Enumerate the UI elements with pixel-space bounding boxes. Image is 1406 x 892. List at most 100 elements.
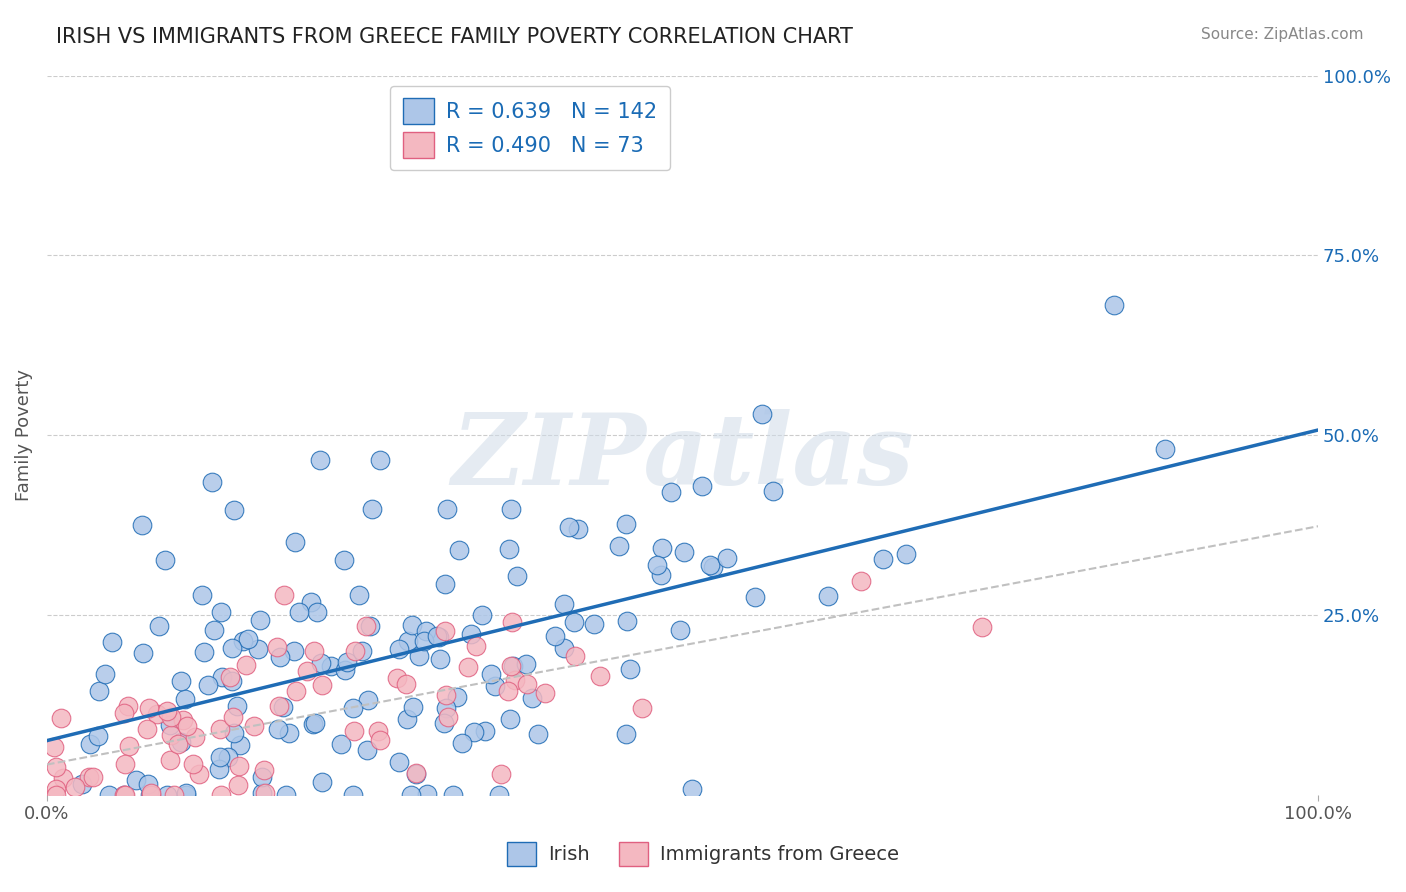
- Irish: [520, 691, 543, 706]
- Irish: [209, 605, 232, 619]
- Immigrants from Greece: [437, 710, 460, 724]
- Legend: Irish, Immigrants from Greece: Irish, Immigrants from Greece: [499, 834, 907, 873]
- Immigrants from Greece: [226, 778, 249, 792]
- Irish: [460, 627, 482, 641]
- Irish: [336, 655, 359, 669]
- Irish: [446, 690, 468, 705]
- Irish: [229, 738, 252, 752]
- Irish: [619, 662, 641, 676]
- Irish: [616, 614, 638, 628]
- Irish: [333, 663, 356, 677]
- Irish: [284, 535, 307, 549]
- Irish: [89, 683, 111, 698]
- Immigrants from Greece: [311, 678, 333, 692]
- Immigrants from Greece: [117, 699, 139, 714]
- Irish: [86, 729, 108, 743]
- Irish: [583, 616, 606, 631]
- Irish: [515, 657, 537, 671]
- Immigrants from Greece: [112, 788, 135, 802]
- Irish: [139, 788, 162, 802]
- Irish: [191, 588, 214, 602]
- Immigrants from Greece: [63, 780, 86, 795]
- Irish: [716, 550, 738, 565]
- Immigrants from Greece: [114, 757, 136, 772]
- Immigrants from Greece: [235, 658, 257, 673]
- Irish: [311, 775, 333, 789]
- Irish: [1154, 442, 1177, 456]
- Immigrants from Greece: [367, 724, 389, 739]
- Irish: [434, 700, 457, 714]
- Immigrants from Greece: [343, 724, 366, 739]
- Immigrants from Greece: [589, 669, 612, 683]
- Irish: [645, 558, 668, 572]
- Irish: [98, 788, 121, 802]
- Immigrants from Greece: [465, 639, 488, 653]
- Irish: [1102, 298, 1125, 312]
- Immigrants from Greece: [166, 738, 188, 752]
- Immigrants from Greece: [564, 649, 586, 664]
- Immigrants from Greece: [266, 640, 288, 655]
- Immigrants from Greece: [631, 701, 654, 715]
- Immigrants from Greece: [82, 770, 104, 784]
- Irish: [173, 692, 195, 706]
- Irish: [269, 649, 291, 664]
- Immigrants from Greece: [395, 677, 418, 691]
- Irish: [762, 484, 785, 499]
- Irish: [436, 502, 458, 516]
- Immigrants from Greece: [45, 781, 67, 796]
- Immigrants from Greece: [457, 660, 479, 674]
- Text: IRISH VS IMMIGRANTS FROM GREECE FAMILY POVERTY CORRELATION CHART: IRISH VS IMMIGRANTS FROM GREECE FAMILY P…: [56, 27, 853, 46]
- Irish: [506, 569, 529, 583]
- Immigrants from Greece: [284, 684, 307, 698]
- Irish: [266, 722, 288, 736]
- Irish: [174, 786, 197, 800]
- Irish: [232, 634, 254, 648]
- Irish: [342, 788, 364, 802]
- Immigrants from Greece: [368, 732, 391, 747]
- Immigrants from Greece: [295, 664, 318, 678]
- Irish: [225, 699, 247, 714]
- Irish: [305, 606, 328, 620]
- Irish: [681, 781, 703, 796]
- Immigrants from Greece: [156, 704, 179, 718]
- Immigrants from Greece: [343, 644, 366, 658]
- Immigrants from Greece: [45, 760, 67, 774]
- Irish: [359, 619, 381, 633]
- Irish: [333, 553, 356, 567]
- Irish: [558, 520, 581, 534]
- Irish: [479, 666, 502, 681]
- Irish: [699, 558, 721, 572]
- Irish: [349, 588, 371, 602]
- Irish: [463, 724, 485, 739]
- Immigrants from Greece: [243, 719, 266, 733]
- Irish: [197, 678, 219, 692]
- Irish: [614, 727, 637, 741]
- Immigrants from Greece: [52, 771, 75, 785]
- Irish: [415, 624, 437, 639]
- Irish: [170, 673, 193, 688]
- Irish: [474, 723, 496, 738]
- Irish: [817, 589, 839, 603]
- Irish: [208, 749, 231, 764]
- Irish: [553, 597, 575, 611]
- Irish: [283, 644, 305, 658]
- Irish: [159, 718, 181, 732]
- Irish: [502, 659, 524, 673]
- Irish: [651, 541, 673, 556]
- Immigrants from Greece: [405, 765, 427, 780]
- Irish: [224, 725, 246, 739]
- Immigrants from Greece: [254, 786, 277, 800]
- Immigrants from Greece: [267, 699, 290, 714]
- Immigrants from Greece: [184, 730, 207, 744]
- Irish: [70, 777, 93, 791]
- Immigrants from Greece: [501, 615, 523, 629]
- Irish: [553, 641, 575, 656]
- Irish: [202, 624, 225, 638]
- Irish: [427, 630, 450, 644]
- Irish: [498, 541, 520, 556]
- Irish: [567, 522, 589, 536]
- Irish: [350, 644, 373, 658]
- Immigrants from Greece: [176, 719, 198, 733]
- Immigrants from Greece: [141, 788, 163, 802]
- Immigrants from Greece: [222, 710, 245, 724]
